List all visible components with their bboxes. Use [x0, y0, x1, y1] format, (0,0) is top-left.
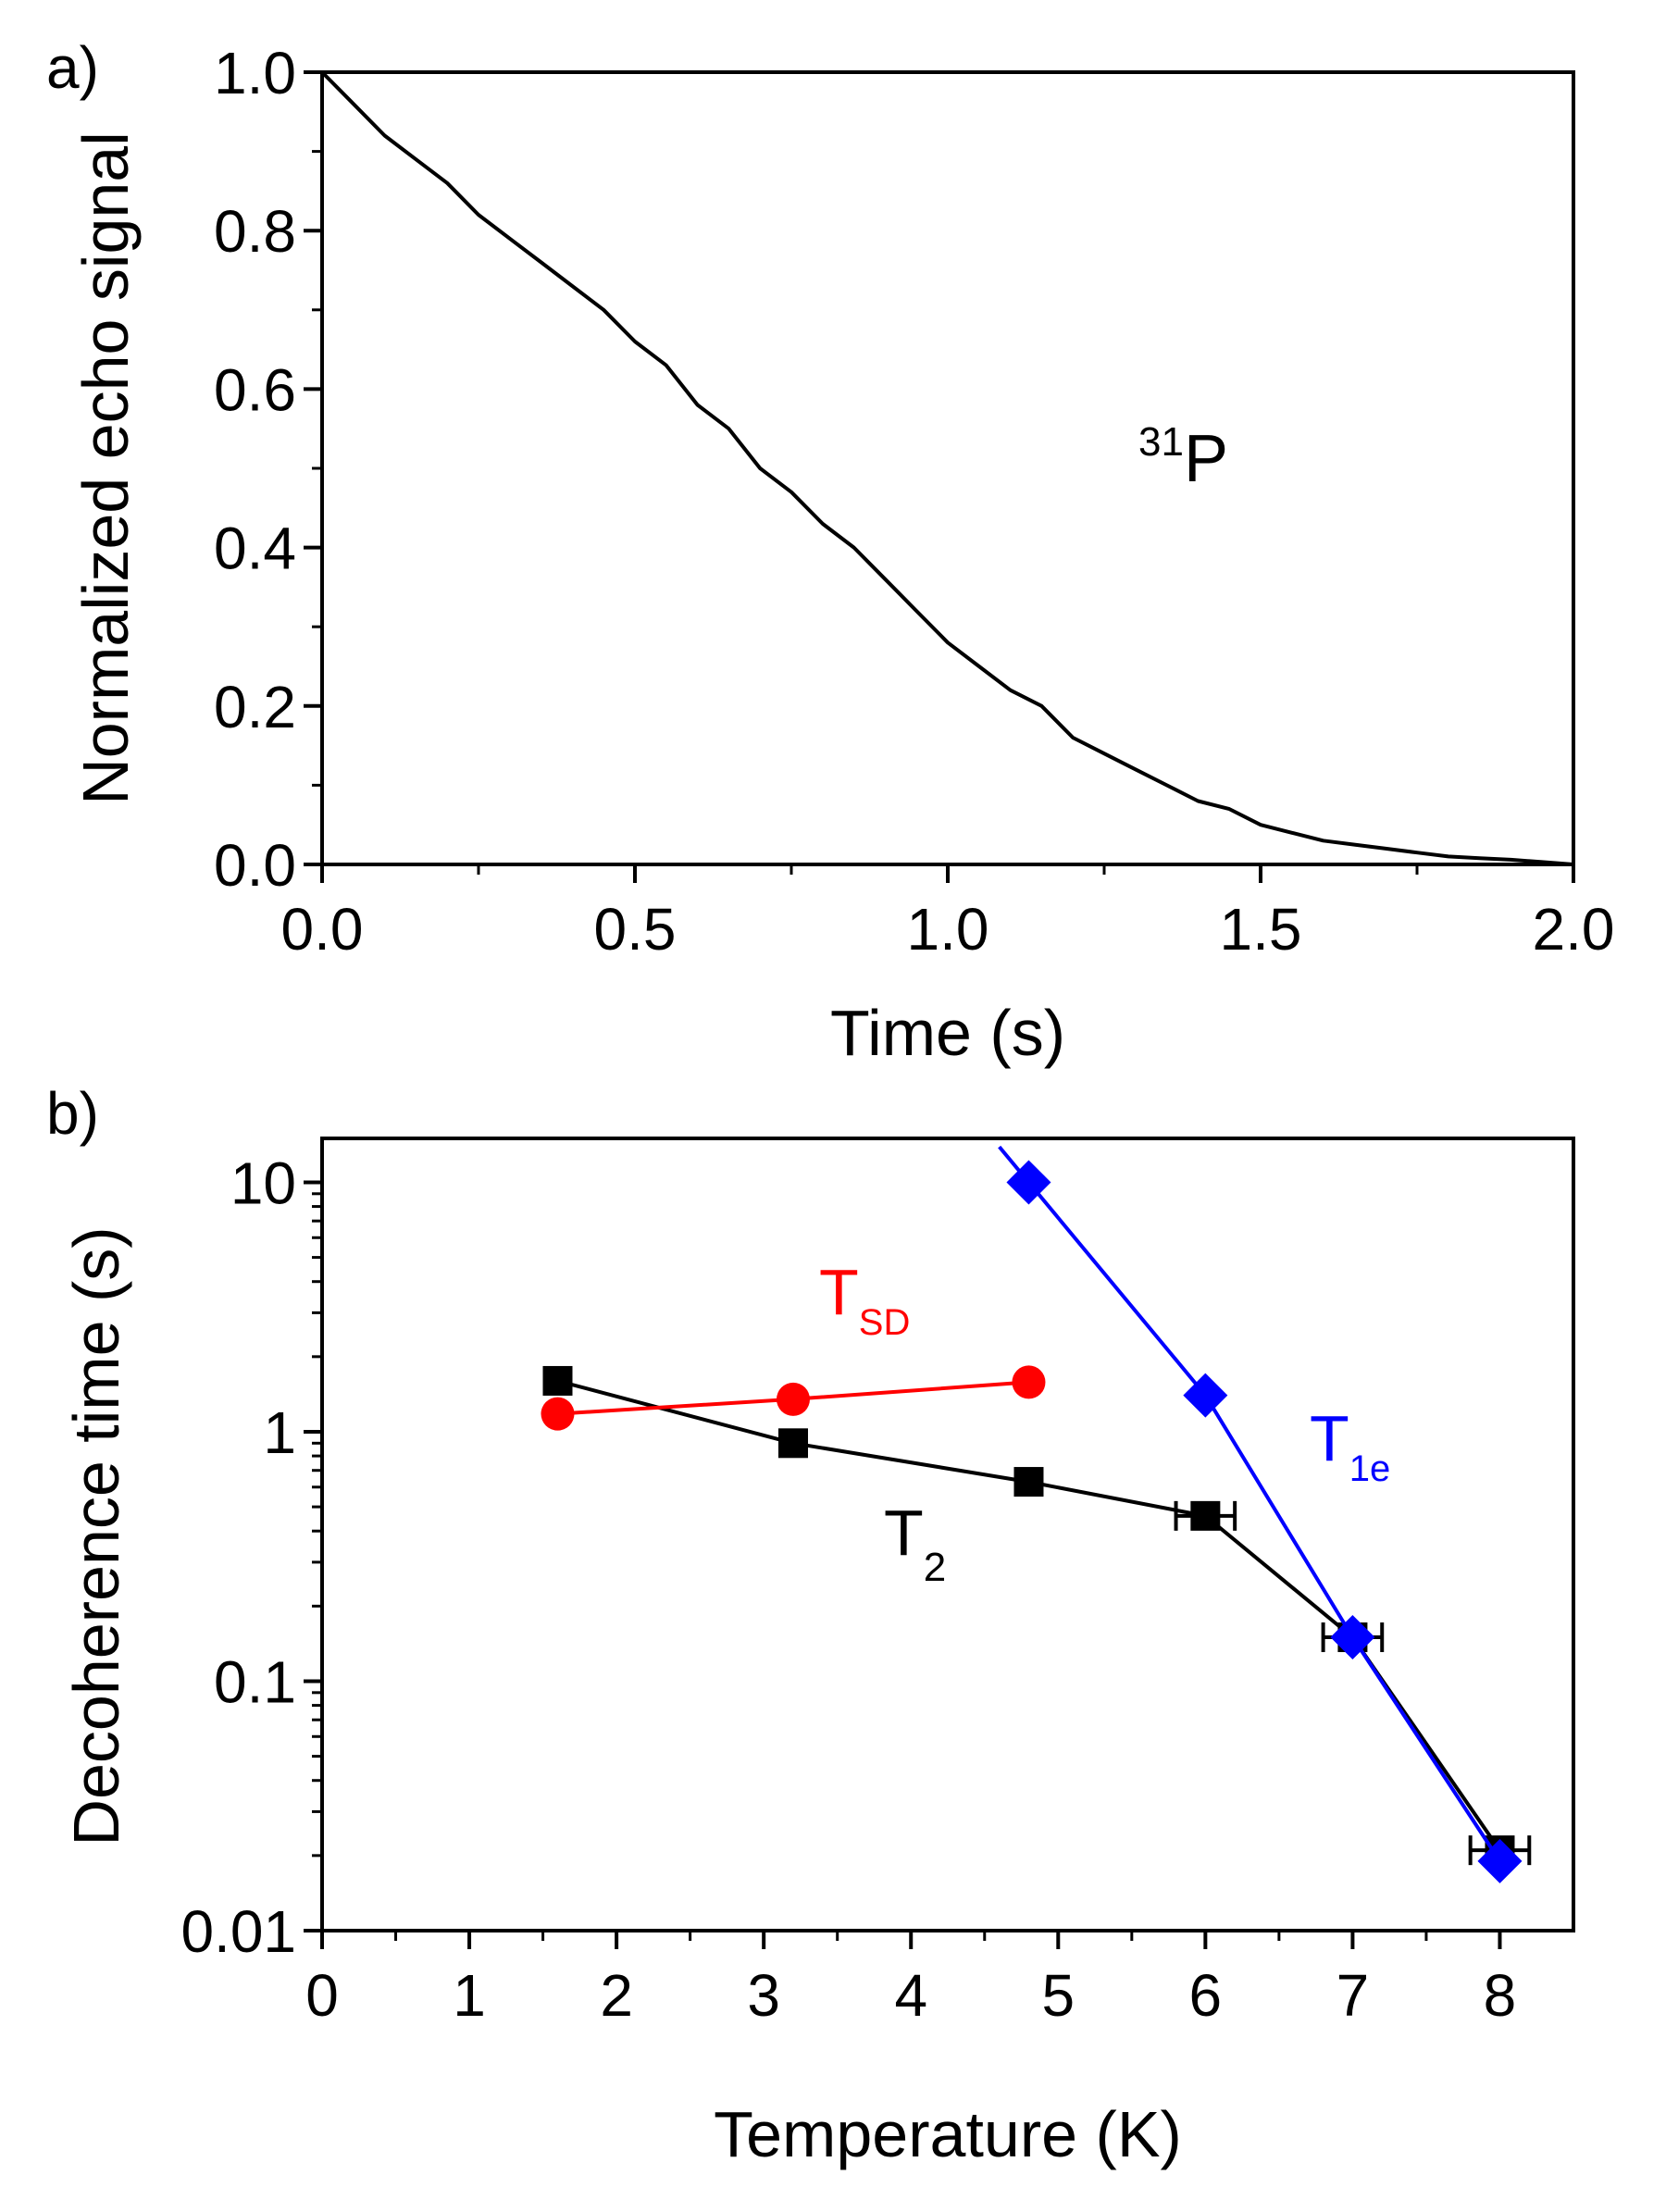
panel-a-y-tick-label: 0.0 [214, 832, 296, 899]
series-t1e-marker [1183, 1373, 1228, 1418]
series-t2 [542, 1365, 1532, 1866]
series-label-tsd: TSD [819, 1256, 910, 1343]
panel-a-annotation-main: P [1184, 422, 1228, 496]
series-t1e [998, 1145, 1523, 1883]
series-t2-marker [1013, 1467, 1044, 1497]
panel-b-y-tick-label: 0.1 [214, 1648, 296, 1715]
panel-a-y-tick-label: 0.4 [214, 516, 296, 582]
panel-b-x-tick-label: 1 [453, 1962, 486, 2029]
panel-b-ticks: 0 1 2 3 4 5 6 7 8 0.01 0.1 1 10 [180, 1149, 1516, 2029]
panel-b-series [541, 1145, 1532, 1883]
panel-b-x-tick-label: 4 [894, 1962, 927, 2029]
panel-a-y-axis-label: Normalized echo signal [69, 131, 142, 805]
panel-a-x-tick-label: 1.5 [1220, 896, 1302, 963]
panel-b-x-tick-label: 7 [1337, 1962, 1370, 2029]
series-label-t2: T2 [884, 1497, 946, 1590]
panel-a-series-line [320, 70, 1574, 866]
series-t1e-marker [1006, 1160, 1051, 1205]
panel-b-y-tick-label: 1 [263, 1399, 296, 1466]
series-t1e-marker [1477, 1838, 1523, 1883]
series-tsd-marker [776, 1382, 810, 1416]
panel-a-ticks: 0.0 0.5 1.0 1.5 2.0 0.0 0.2 0.4 0.6 0.8 1.0 [214, 40, 1614, 963]
series-tsd [541, 1365, 1046, 1431]
panel-a-plot-frame [320, 70, 1575, 866]
panel-a-y-tick-label: 1.0 [214, 40, 296, 106]
panel-b-y-axis-label: Decoherence time (s) [60, 1226, 132, 1845]
panel-a-y-tick-label: 0.6 [214, 356, 296, 423]
panel-a-x-tick-label: 0.5 [594, 896, 677, 963]
panel-a-label: a) [46, 34, 99, 101]
panel-a-x-tick-label: 2.0 [1533, 896, 1615, 963]
series-tsd-marker [541, 1397, 575, 1431]
panel-b-x-tick-label: 3 [747, 1962, 780, 2029]
panel-b-x-axis-label: Temperature (K) [714, 2098, 1182, 2170]
panel-b: b) Decoherence time (s) Temperature (K) … [46, 1080, 1575, 2170]
panel-b-x-tick-label: 5 [1041, 1962, 1075, 2029]
panel-a-y-tick-label: 0.8 [214, 198, 296, 265]
panel-b-label: b) [46, 1080, 99, 1147]
series-label-tsd-sub: SD [859, 1302, 911, 1343]
panel-b-x-tick-label: 0 [305, 1962, 339, 2029]
panel-a-annotation: 31P [1138, 419, 1228, 496]
panel-a-annotation-sup: 31 [1138, 419, 1184, 465]
series-t2-marker [777, 1428, 808, 1459]
series-label-t1e-main: T [1310, 1402, 1349, 1474]
panel-b-plot-frame [320, 1137, 1575, 1932]
series-t2-marker [1190, 1500, 1221, 1531]
panel-b-y-tick-label: 10 [230, 1149, 296, 1216]
series-label-tsd-main: T [819, 1256, 859, 1328]
series-label-t2-sub: 2 [924, 1545, 946, 1590]
panel-a-y-tick-label: 0.2 [214, 674, 296, 740]
panel-b-y-tick-label: 0.01 [180, 1898, 296, 1965]
series-label-t2-main: T [884, 1497, 924, 1569]
panel-a-x-tick-label: 1.0 [907, 896, 989, 963]
series-t2-marker [542, 1365, 573, 1396]
panel-a-x-axis-label: Time (s) [830, 997, 1065, 1069]
series-label-t1e: T1e [1310, 1402, 1390, 1489]
panel-b-x-tick-label: 6 [1189, 1962, 1223, 2029]
series-label-t1e-sub: 1e [1349, 1448, 1391, 1489]
panel-b-x-tick-label: 2 [600, 1962, 633, 2029]
panel-b-x-tick-label: 8 [1484, 1962, 1517, 2029]
panel-a: a) Normalized echo signal Time (s) 0.0 0.… [46, 34, 1614, 1069]
series-t1e-marker [1330, 1615, 1375, 1660]
panel-a-x-tick-label: 0.0 [281, 896, 364, 963]
series-tsd-marker [1012, 1365, 1046, 1399]
series-t1e-line [1026, 1181, 1502, 1862]
